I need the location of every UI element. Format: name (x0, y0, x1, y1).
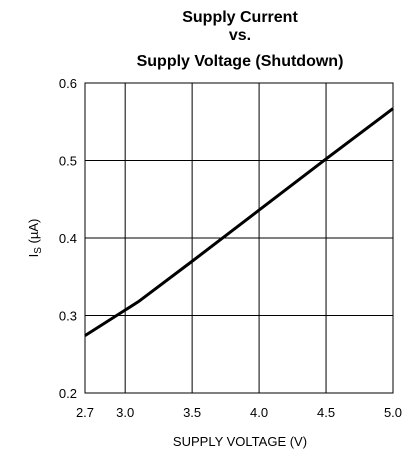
chart-title: Supply Voltage (Shutdown) (137, 53, 344, 70)
y-tick-label: 0.4 (59, 231, 77, 246)
x-tick-label: 5.0 (384, 405, 402, 420)
x-tick-label: 2.7 (76, 405, 94, 420)
x-tick-label: 4.0 (250, 405, 268, 420)
y-tick-label: 0.5 (59, 154, 77, 169)
data-line (84, 107, 394, 337)
x-tick-label: 3.5 (183, 405, 201, 420)
x-tick-label: 3.0 (116, 405, 134, 420)
y-tick-label: 0.3 (59, 309, 77, 324)
y-axis-label-sub: S (33, 247, 44, 254)
y-axis-label-main: I (26, 254, 41, 258)
chart-title: vs. (229, 27, 251, 44)
y-axis-label: IS (µA) (26, 219, 44, 258)
x-tick-label: 4.5 (317, 405, 335, 420)
y-axis-label-unit: (µA) (26, 219, 41, 247)
y-tick-label: 0.2 (59, 386, 77, 401)
plot-frame (84, 82, 394, 394)
y-tick-label: 0.6 (59, 76, 77, 91)
x-axis-label: SUPPLY VOLTAGE (V) (173, 434, 307, 449)
chart-title: Supply Current (182, 9, 298, 26)
